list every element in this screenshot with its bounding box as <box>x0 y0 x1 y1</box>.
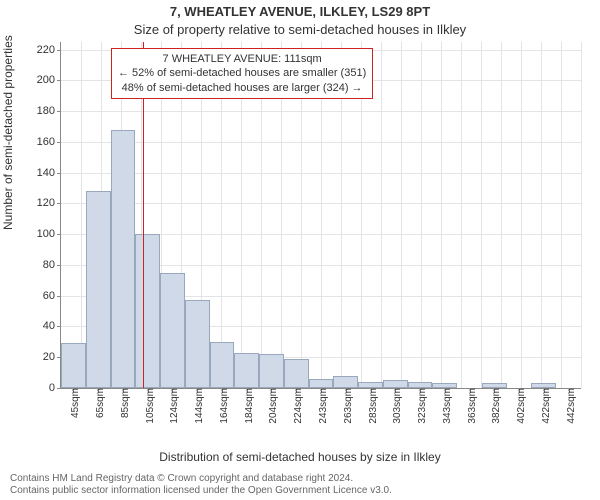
ytick-mark <box>57 326 61 327</box>
ytick-label: 80 <box>43 259 55 271</box>
histogram-bar <box>160 273 185 388</box>
histogram-bar <box>185 300 210 388</box>
annotation-box: 7 WHEATLEY AVENUE: 111sqm ← 52% of semi-… <box>111 48 373 99</box>
ytick-label: 0 <box>49 382 55 394</box>
gridline-v <box>581 42 582 388</box>
ytick-label: 140 <box>37 167 55 179</box>
xtick-label: 124sqm <box>169 388 180 424</box>
ytick-label: 20 <box>43 351 55 363</box>
histogram-bar <box>86 191 111 388</box>
ytick-label: 200 <box>37 74 55 86</box>
histogram-bar <box>309 379 334 388</box>
histogram-bar <box>284 359 309 388</box>
gridline-v <box>481 42 482 388</box>
ytick-mark <box>57 234 61 235</box>
xtick-label: 283sqm <box>368 388 379 424</box>
histogram-bar <box>259 354 284 388</box>
xtick-label: 184sqm <box>244 388 255 424</box>
gridline-v <box>461 42 462 388</box>
xtick-label: 382sqm <box>491 388 502 424</box>
gridline-v <box>541 42 542 388</box>
xtick-label: 85sqm <box>120 388 131 418</box>
xtick-label: 422sqm <box>541 388 552 424</box>
histogram-bar <box>61 343 86 388</box>
xtick-label: 263sqm <box>343 388 354 424</box>
xtick-label: 144sqm <box>194 388 205 424</box>
xtick-label: 323sqm <box>417 388 428 424</box>
xtick-label: 303sqm <box>392 388 403 424</box>
ytick-label: 220 <box>37 44 55 56</box>
xtick-label: 204sqm <box>268 388 279 424</box>
gridline-v <box>441 42 442 388</box>
xtick-label: 105sqm <box>145 388 156 424</box>
footer-attribution: Contains HM Land Registry data © Crown c… <box>10 473 392 496</box>
gridline-v <box>81 42 82 388</box>
gridline-v <box>381 42 382 388</box>
histogram-bar <box>210 342 235 388</box>
annotation-line3: 48% of semi-detached houses are larger (… <box>118 81 366 95</box>
gridline-v <box>521 42 522 388</box>
annotation-line1: 7 WHEATLEY AVENUE: 111sqm <box>118 52 366 66</box>
xtick-label: 442sqm <box>566 388 577 424</box>
histogram-bar <box>135 234 160 388</box>
ytick-label: 120 <box>37 197 55 209</box>
ytick-label: 180 <box>37 105 55 117</box>
chart-container: 7, WHEATLEY AVENUE, ILKLEY, LS29 8PT Siz… <box>0 0 600 500</box>
ytick-label: 160 <box>37 136 55 148</box>
gridline-v <box>401 42 402 388</box>
histogram-bar <box>111 130 136 388</box>
ytick-label: 100 <box>37 228 55 240</box>
gridline-v <box>501 42 502 388</box>
ytick-mark <box>57 111 61 112</box>
chart-title-line1: 7, WHEATLEY AVENUE, ILKLEY, LS29 8PT <box>0 4 600 19</box>
plot-area: 02040608010012014016018020022045sqm65sqm… <box>60 42 581 389</box>
footer-line2: Contains public sector information licen… <box>10 485 392 497</box>
x-axis-label: Distribution of semi-detached houses by … <box>0 450 600 464</box>
xtick-label: 363sqm <box>467 388 478 424</box>
gridline-v <box>561 42 562 388</box>
chart-title-line2: Size of property relative to semi-detach… <box>0 22 600 37</box>
histogram-bar <box>333 376 358 388</box>
ytick-mark <box>57 296 61 297</box>
y-axis-label: Number of semi-detached properties <box>1 35 15 230</box>
ytick-mark <box>57 203 61 204</box>
xtick-label: 343sqm <box>442 388 453 424</box>
xtick-label: 45sqm <box>70 388 81 418</box>
xtick-label: 224sqm <box>293 388 304 424</box>
histogram-bar <box>383 380 408 388</box>
xtick-label: 402sqm <box>516 388 527 424</box>
annotation-line2: ← 52% of semi-detached houses are smalle… <box>118 66 366 80</box>
ytick-label: 60 <box>43 290 55 302</box>
xtick-label: 65sqm <box>95 388 106 418</box>
ytick-mark <box>57 80 61 81</box>
xtick-label: 243sqm <box>318 388 329 424</box>
ytick-mark <box>57 388 61 389</box>
ytick-mark <box>57 265 61 266</box>
gridline-v <box>421 42 422 388</box>
ytick-mark <box>57 173 61 174</box>
ytick-label: 40 <box>43 320 55 332</box>
ytick-mark <box>57 142 61 143</box>
footer-line1: Contains HM Land Registry data © Crown c… <box>10 473 392 485</box>
histogram-bar <box>234 353 259 388</box>
xtick-label: 164sqm <box>219 388 230 424</box>
ytick-mark <box>57 50 61 51</box>
